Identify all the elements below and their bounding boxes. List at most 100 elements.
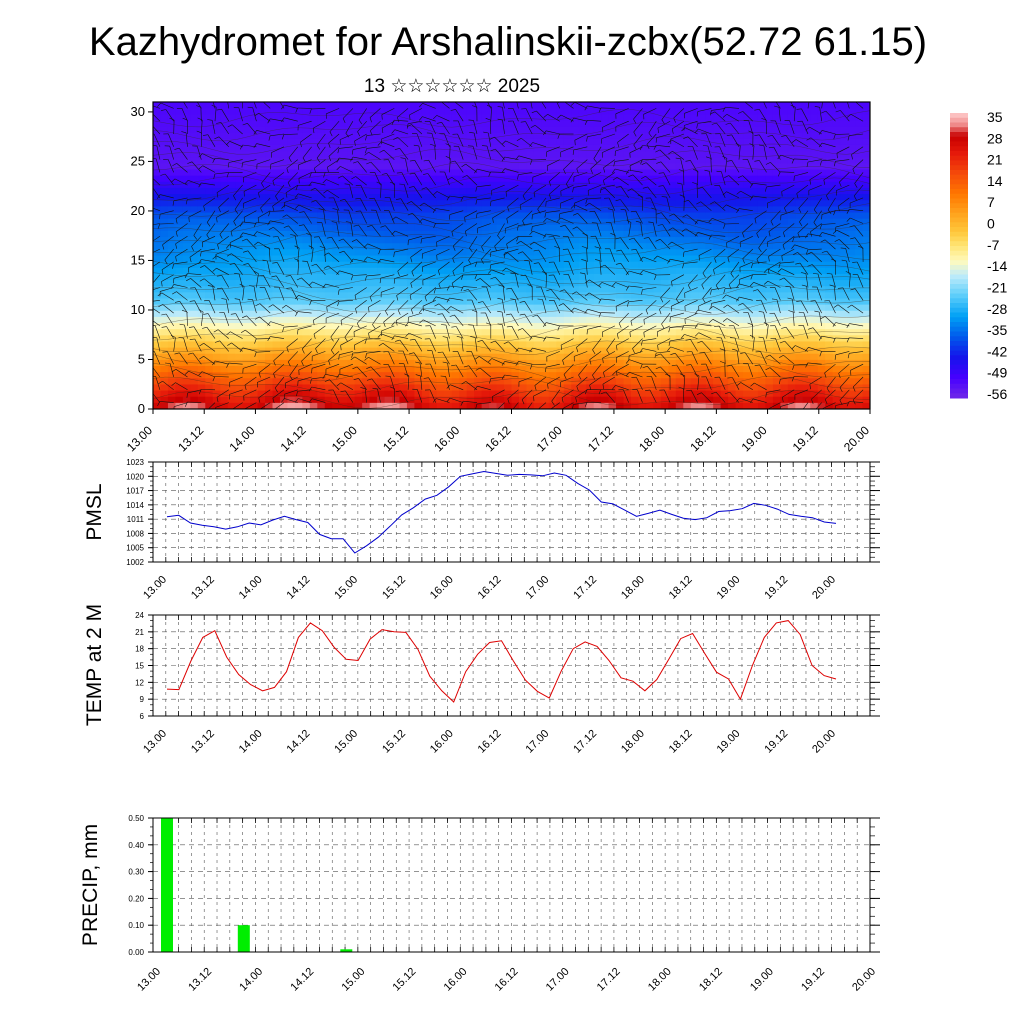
colorbar-swatch [950, 198, 968, 204]
precip-xtick-label: 14.12 [288, 966, 316, 994]
temp-xtick-label: 18.12 [667, 728, 695, 756]
colorbar-swatch [950, 246, 968, 252]
colorbar-swatch [950, 345, 968, 351]
ytick-label: 15 [135, 662, 144, 671]
colorbar-swatch [950, 231, 968, 237]
pmsl-frame [152, 461, 871, 563]
pmsl-xtick-label: 16.00 [428, 574, 456, 602]
colorbar-swatch [950, 160, 968, 166]
xtick-label: 20.00 [841, 423, 872, 454]
precip-xtick-label: 17.00 [544, 966, 572, 994]
colorbar-label: -14 [987, 258, 1007, 274]
xtick-label: 14.00 [226, 423, 257, 454]
precip-xtick-label: 15.00 [339, 966, 367, 994]
colorbar-swatch [950, 388, 968, 394]
colorbar-swatches [950, 113, 968, 399]
xs-ytick-label: 30 [131, 104, 145, 119]
pmsl-xtick-label: 20.00 [810, 574, 838, 602]
temp-xtick-label: 13.00 [141, 728, 169, 756]
temp-xtick-label: 16.12 [476, 728, 504, 756]
pmsl-xtick-label: 14.00 [237, 574, 265, 602]
colorbar-swatch [950, 127, 968, 133]
colorbar-swatch [950, 307, 968, 313]
ytick-label: 24 [135, 611, 144, 620]
series-line [166, 620, 837, 703]
temp-series [166, 620, 837, 703]
colorbar-swatch [950, 236, 968, 242]
precip-series [161, 818, 353, 952]
colorbar-swatch [950, 317, 968, 323]
ytick-label: 1017 [126, 487, 144, 496]
xs-ytick-label: 0 [138, 401, 145, 416]
temp-xtick-label: 18.00 [619, 728, 647, 756]
pmsl-series [166, 470, 837, 554]
ytick-label: 0.40 [128, 841, 144, 850]
temp-xtick-label: 17.12 [571, 728, 599, 756]
colorbar-swatch [950, 212, 968, 218]
xs-ytick-label: 20 [131, 203, 145, 218]
colorbar-swatch [950, 360, 968, 366]
cross-section-y-axis: 0 5 10 15 20 25 30 [131, 104, 153, 416]
colorbar-swatch [950, 141, 968, 147]
temp-xtick-label: 19.12 [762, 728, 790, 756]
colorbar-swatch [950, 393, 968, 399]
colorbar-swatch [950, 165, 968, 171]
colorbar-swatch [950, 217, 968, 223]
colorbar-swatch [950, 279, 968, 285]
colorbar-label: -42 [987, 343, 1007, 359]
pmsl-xtick-label: 19.00 [715, 574, 743, 602]
temp-grid [153, 614, 870, 717]
precip-xtick-label: 14.00 [237, 966, 265, 994]
precip-xtick-label: 18.12 [697, 966, 725, 994]
ytick-label: 0.20 [128, 894, 144, 903]
ytick-label: 1023 [126, 458, 144, 467]
pmsl-xtick-label: 14.12 [285, 574, 313, 602]
pmsl-xtick-label: 17.00 [523, 574, 551, 602]
temp-xtick-label: 13.12 [189, 728, 217, 756]
precip-bar [161, 818, 173, 952]
colorbar-swatch [950, 265, 968, 271]
colorbar-swatch [950, 293, 968, 299]
precip-xtick-label: 16.12 [493, 966, 521, 994]
xtick-label: 13.00 [124, 423, 155, 454]
xtick-label: 14.12 [278, 423, 309, 454]
ytick-label: 1002 [126, 558, 144, 567]
xs-ytick-label: 10 [131, 302, 145, 317]
colorbar-swatch [950, 350, 968, 356]
colorbar-swatch [950, 336, 968, 342]
colorbar-swatch [950, 341, 968, 347]
precip-xtick-label: 15.12 [391, 966, 419, 994]
colorbar-swatch [950, 355, 968, 361]
ytick-label: 1008 [126, 529, 144, 538]
cross-section-panel: 0 5 10 15 20 25 30 13.00 13.12 14.00 14.12 15.00 15… [124, 101, 872, 454]
cross-section-heatmap [153, 102, 870, 409]
temp-ylabel: TEMP at 2 M [83, 604, 106, 726]
pmsl-xtick-label: 17.12 [571, 574, 599, 602]
pmsl-xtick-label: 19.12 [762, 574, 790, 602]
xtick-label: 18.00 [636, 423, 667, 454]
ytick-label: 1005 [126, 544, 144, 553]
xtick-label: 13.12 [175, 423, 206, 454]
colorbar-labels: 35 28 21 14 7 0 -7 -14 -21 -28 -35 -42 -49 -56 [987, 109, 1007, 402]
colorbar-label: -49 [987, 365, 1007, 381]
temp-xtick-label: 20.00 [810, 728, 838, 756]
colorbar-label: 35 [987, 109, 1003, 125]
pmsl-xtick-label: 13.12 [189, 574, 217, 602]
colorbar-swatch [950, 298, 968, 304]
colorbar-swatch [950, 326, 968, 332]
temp-xtick-label: 14.00 [237, 728, 265, 756]
figure-subtitle: 13 ☆☆☆☆☆☆ 2025 [364, 76, 540, 97]
colorbar-swatch [950, 312, 968, 318]
colorbar-swatch [950, 255, 968, 261]
ytick-label: 0.00 [128, 948, 144, 957]
precip-bar [237, 925, 250, 952]
precip-xtick-label: 16.00 [442, 966, 470, 994]
precip-xtick-label: 18.00 [646, 966, 674, 994]
colorbar-swatch [950, 241, 968, 247]
temp-xtick-label: 16.00 [428, 728, 456, 756]
precip-axes: 0.00 0.10 0.20 0.30 0.40 0.50 13.00 13.12 14.00 1… [128, 814, 880, 994]
precip-xtick-label: 13.00 [135, 966, 163, 994]
colorbar-label: -28 [987, 301, 1007, 317]
colorbar-label: -35 [987, 322, 1007, 338]
colorbar: 35 28 21 14 7 0 -7 -14 -21 -28 -35 -42 -49 -56 [950, 109, 1007, 402]
